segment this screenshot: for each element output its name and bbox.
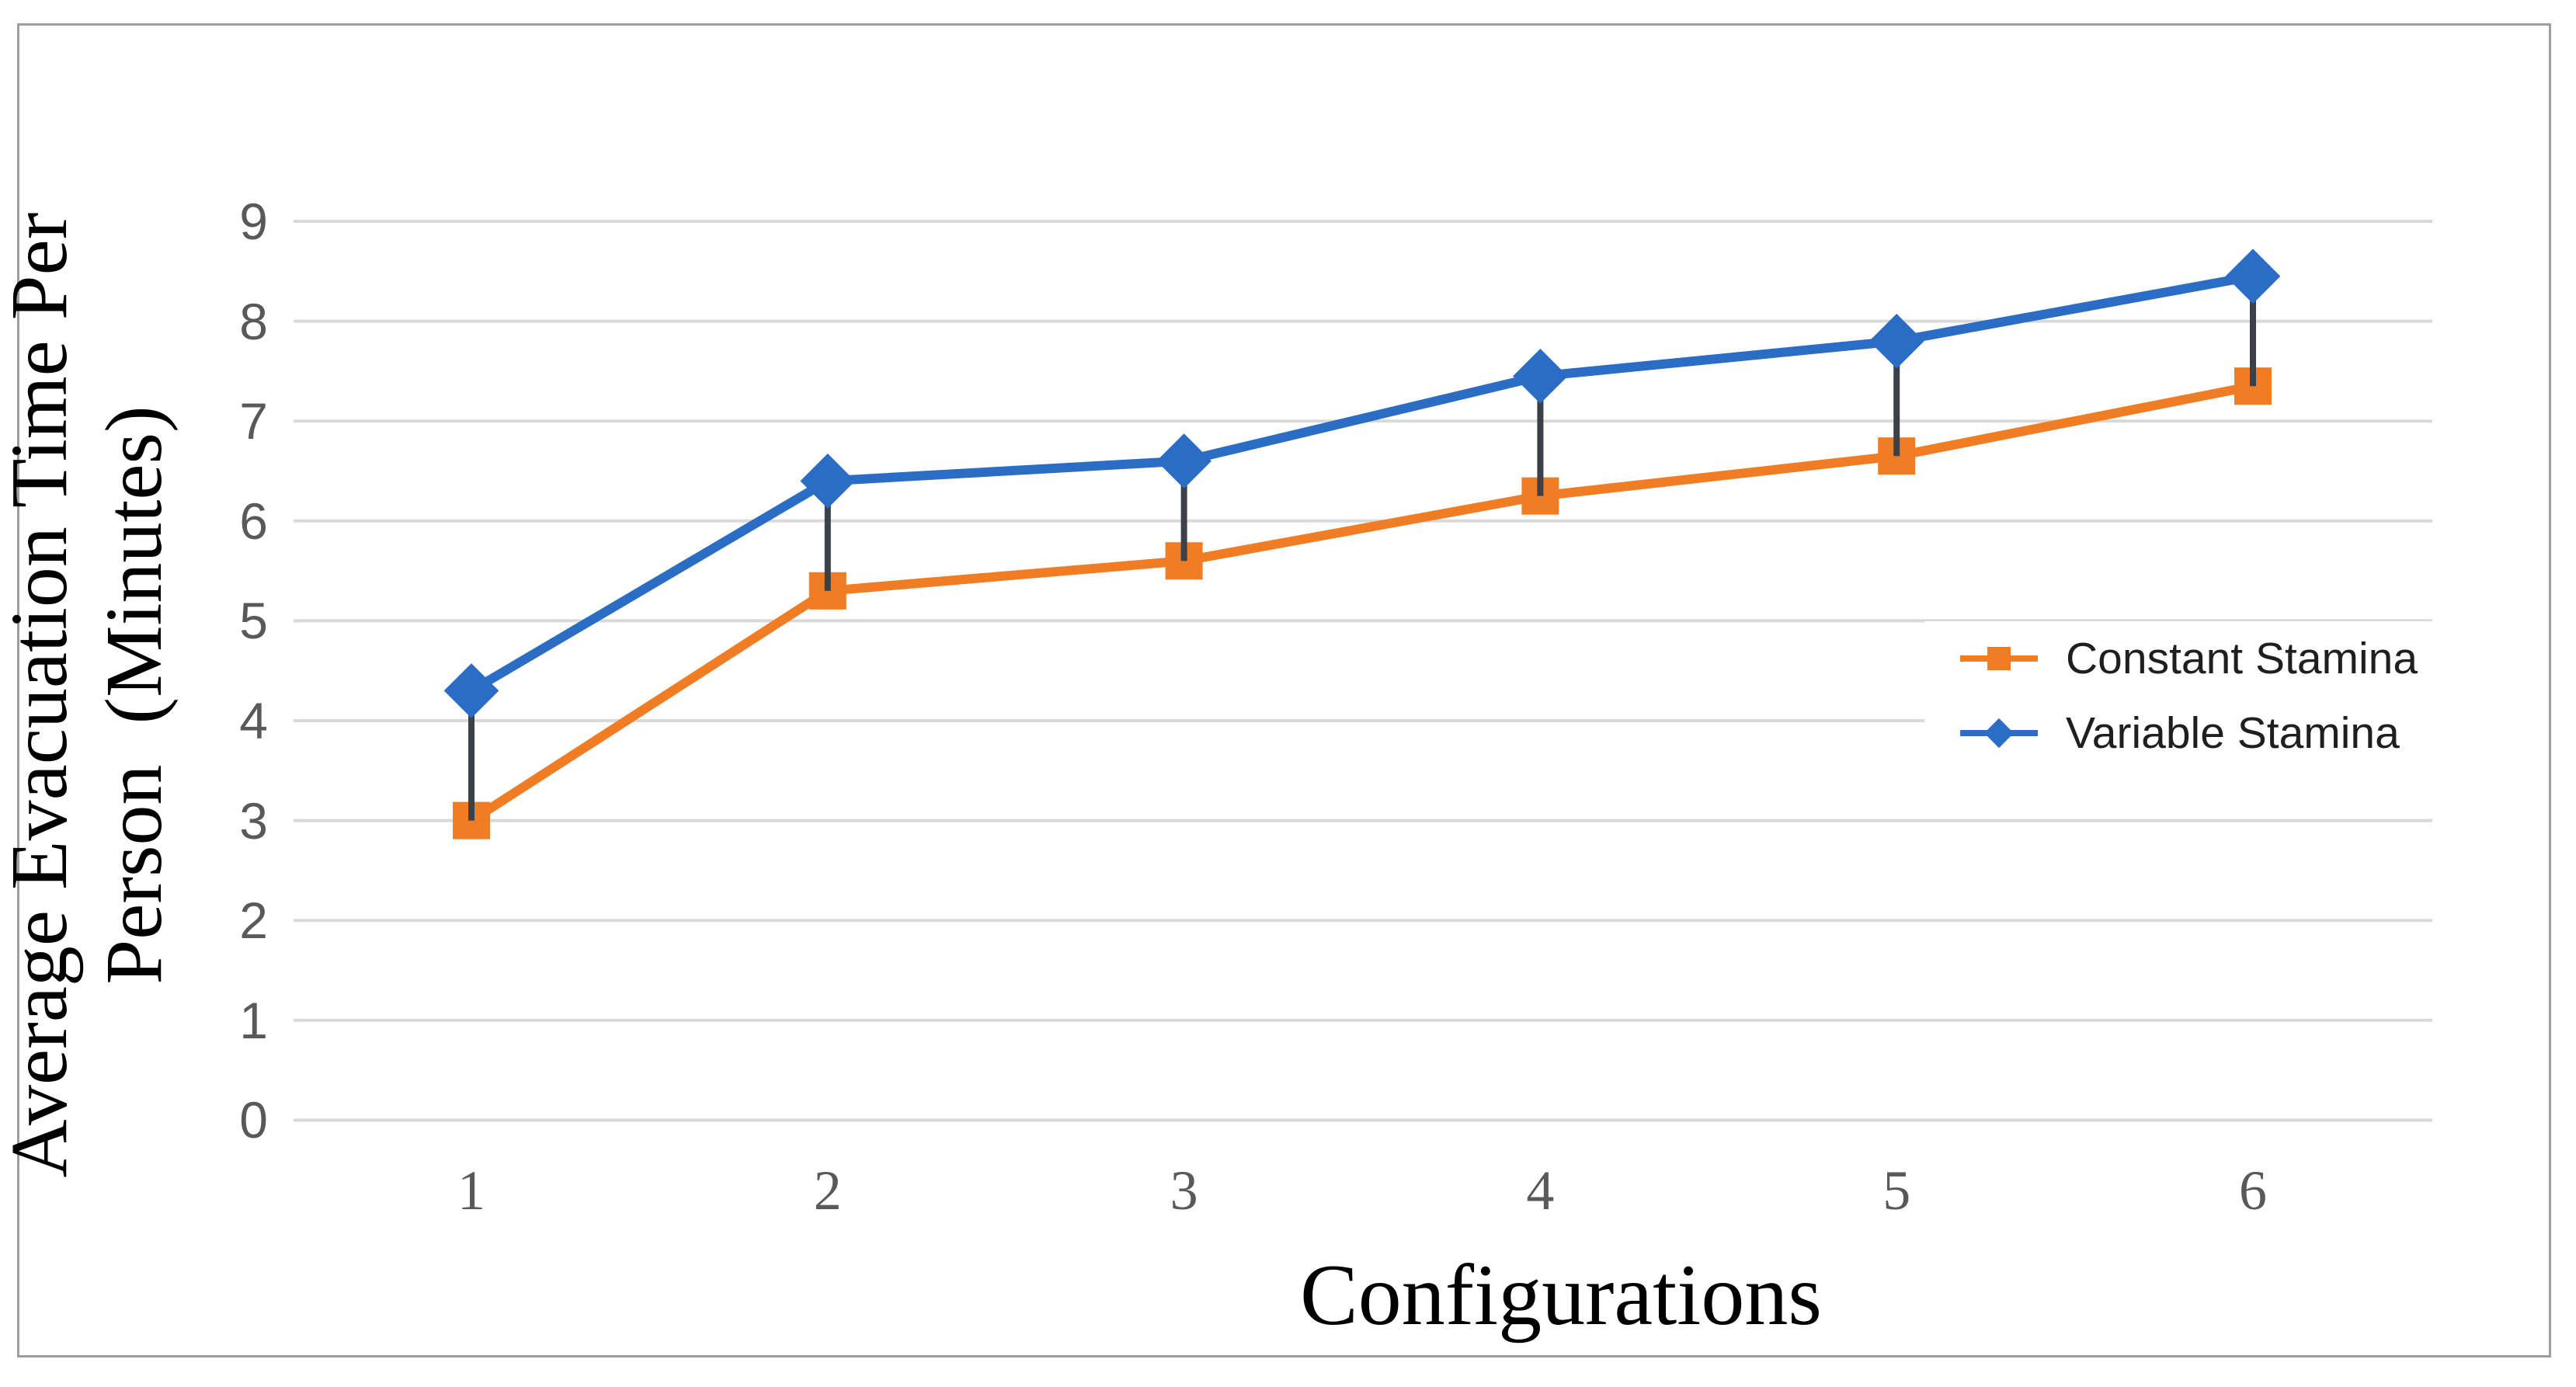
legend-item-constant-stamina: Constant Stamina	[1924, 621, 2480, 696]
y-axis-title-line1: Average Evacuation Time Per	[0, 212, 84, 1178]
x-tick-label: 6	[2239, 1159, 2267, 1222]
x-tick-label: 2	[813, 1159, 842, 1222]
y-tick-label: 6	[239, 492, 268, 550]
y-tick-label: 7	[239, 392, 268, 450]
y-tick-label: 4	[239, 692, 268, 749]
y-tick-label: 1	[239, 991, 268, 1049]
data-point-diamond	[1156, 433, 1212, 488]
y-tick-label: 5	[239, 592, 268, 650]
series-line-square	[468, 381, 2254, 825]
square-marker-icon	[1960, 643, 2038, 674]
y-tick-label: 0	[239, 1091, 268, 1149]
y-tick-label: 9	[239, 193, 268, 250]
x-tick-label: 1	[457, 1159, 485, 1222]
x-tick-label: 4	[1526, 1159, 1555, 1222]
y-tick-label: 2	[239, 892, 268, 950]
legend: Constant Stamina Variable Stamina	[1924, 621, 2480, 770]
legend-label: Variable Stamina	[2066, 708, 2400, 758]
x-tick-label: 5	[1882, 1159, 1911, 1222]
data-point-diamond	[1513, 348, 1568, 404]
series-line-diamond	[468, 271, 2254, 695]
legend-label: Constant Stamina	[2066, 634, 2418, 683]
diamond-marker-icon	[1960, 718, 2038, 749]
x-tick-label: 3	[1170, 1159, 1198, 1222]
data-point-diamond	[800, 454, 856, 509]
y-tick-label: 3	[239, 791, 268, 850]
legend-item-variable-stamina: Variable Stamina	[1924, 696, 2480, 770]
x-axis-title: Configurations	[1300, 1247, 1822, 1344]
data-point-diamond	[2225, 249, 2281, 304]
y-tick-label: 8	[239, 292, 268, 350]
data-point-diamond	[443, 663, 499, 718]
